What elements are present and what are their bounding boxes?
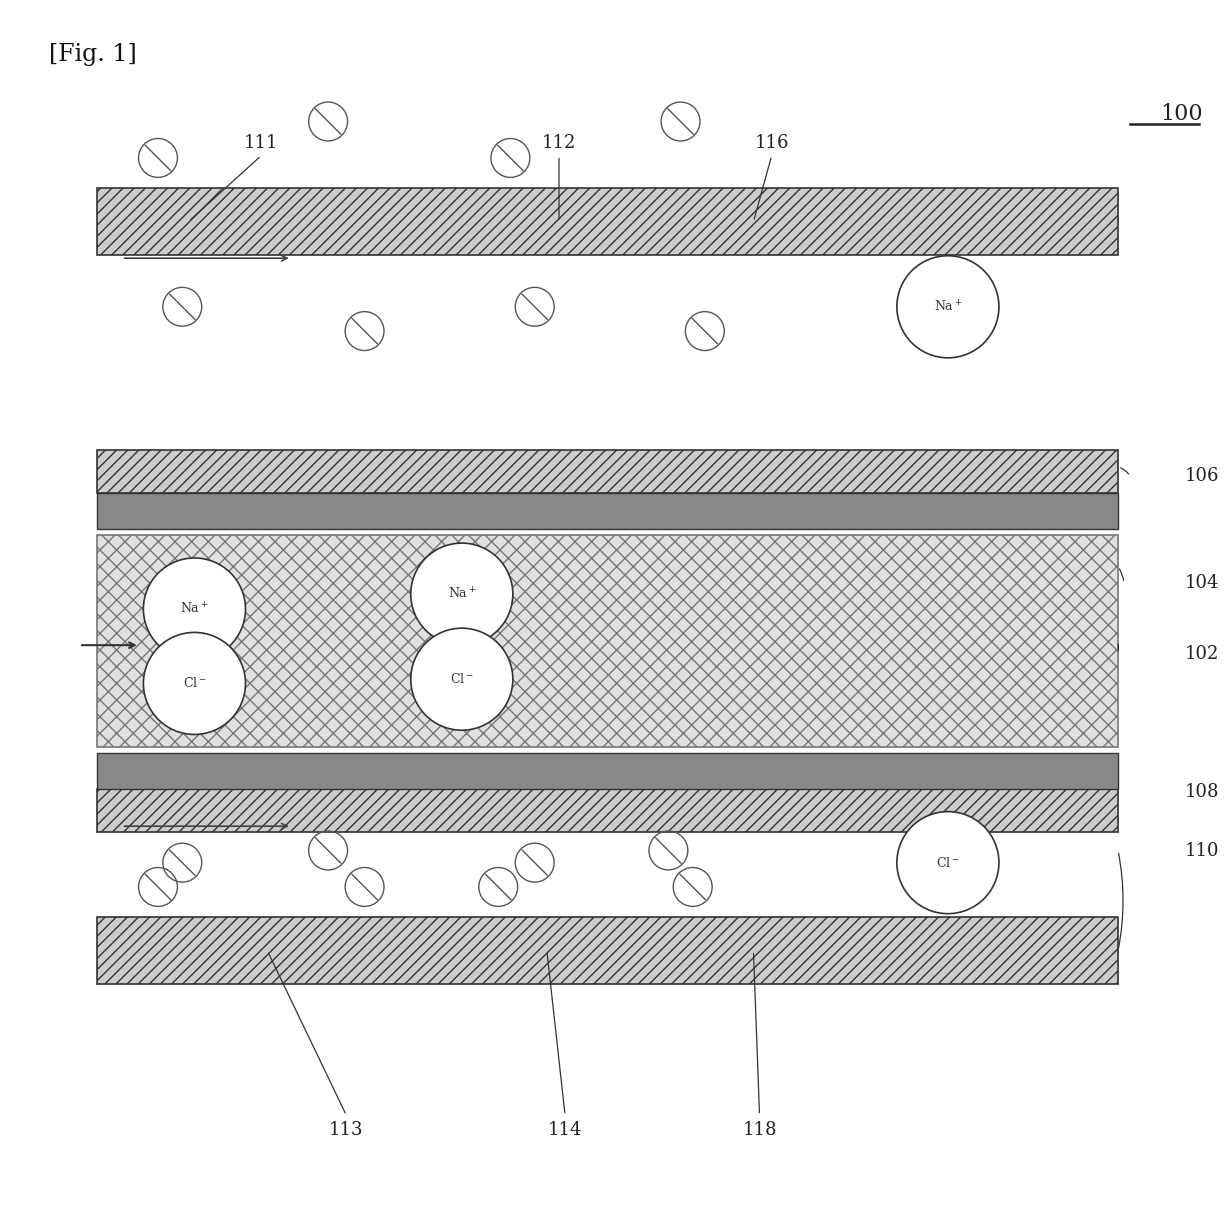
- Text: Na$^+$: Na$^+$: [934, 299, 962, 315]
- Text: Cl$^-$: Cl$^-$: [183, 677, 206, 690]
- Bar: [97, 450, 1118, 493]
- Text: Na$^+$: Na$^+$: [180, 601, 208, 617]
- Text: 118: 118: [742, 1121, 777, 1140]
- Bar: [97, 535, 1118, 747]
- Text: 113: 113: [329, 1121, 364, 1140]
- Text: Cl$^-$: Cl$^-$: [935, 855, 960, 870]
- Circle shape: [897, 255, 999, 357]
- Bar: [97, 188, 1118, 255]
- Circle shape: [411, 543, 512, 645]
- Text: 111: 111: [244, 134, 278, 152]
- Text: 104: 104: [1184, 575, 1219, 592]
- Text: 116: 116: [754, 134, 790, 152]
- Circle shape: [897, 812, 999, 914]
- Text: [Fig. 1]: [Fig. 1]: [49, 43, 136, 66]
- Bar: [97, 917, 1118, 984]
- Circle shape: [143, 632, 245, 734]
- Text: 106: 106: [1184, 468, 1220, 485]
- Bar: [97, 493, 1118, 529]
- Bar: [97, 789, 1118, 832]
- Circle shape: [411, 628, 512, 730]
- Text: Cl$^-$: Cl$^-$: [450, 672, 473, 686]
- Bar: [97, 753, 1118, 789]
- Text: Na$^+$: Na$^+$: [447, 587, 476, 601]
- Text: 100: 100: [1161, 103, 1203, 125]
- Text: 102: 102: [1184, 645, 1219, 662]
- Circle shape: [143, 558, 245, 660]
- Text: 114: 114: [548, 1121, 582, 1140]
- Text: 112: 112: [542, 134, 576, 152]
- Text: 108: 108: [1184, 784, 1220, 801]
- Text: 110: 110: [1184, 842, 1220, 859]
